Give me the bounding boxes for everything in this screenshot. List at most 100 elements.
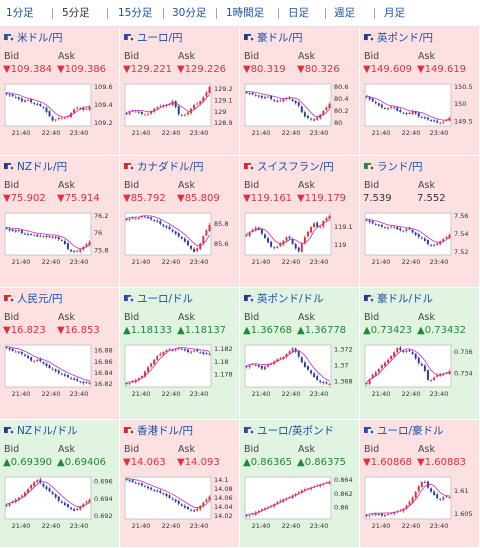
candlestick-chart[interactable]: 7.56 7.54 7.52 21:40 22:40 23:40 <box>363 209 477 269</box>
tab-3[interactable]: 30分足 <box>172 7 207 19</box>
candle-body <box>448 371 451 374</box>
candle-body <box>205 499 208 502</box>
currency-cell[interactable]: NZドル/ドル Bid Ask ▲0.69390 ▲0.69406 0.696 0.694 0… <box>0 420 120 548</box>
currency-cell[interactable]: ユーロ/円 Bid Ask ▼129.221 ▼129.226 129.2 129.1 129… <box>120 27 240 156</box>
pair-name[interactable]: NZドル/ドル <box>17 425 78 437</box>
pair-title[interactable]: ランド/円 <box>364 160 423 174</box>
bid-value: ▼149.609 <box>363 64 413 75</box>
pair-name[interactable]: 英ポンド/円 <box>377 32 434 44</box>
au-us-flag-icon <box>364 294 377 304</box>
ask-label: Ask <box>58 51 75 62</box>
pair-name[interactable]: 米ドル/円 <box>17 32 63 44</box>
candlestick-chart[interactable]: 0.736 0.734 21:40 22:40 23:40 <box>363 341 477 401</box>
candlestick-chart[interactable]: 0.696 0.694 0.692 21:40 22:40 23:40 <box>3 473 117 533</box>
pair-name[interactable]: ユーロ/ドル <box>137 293 194 305</box>
candlestick-chart[interactable]: 109.6 109.4 109.2 21:40 22:40 23:40 <box>3 80 117 140</box>
x-time-label: 22:40 <box>282 258 301 266</box>
candle-body <box>33 102 36 104</box>
currency-cell[interactable]: NZドル/円 Bid Ask ▼75.902 ▼75.914 76.2 76 75.8 21:4… <box>0 156 120 288</box>
x-time-label: 21:40 <box>12 390 31 398</box>
currency-cell[interactable]: 豪ドル/円 Bid Ask ▼80.319 ▼80.326 80.6 80.4 80.2 80 2… <box>240 27 360 156</box>
ask-value: ▼1.60883 <box>417 457 467 468</box>
pair-name[interactable]: 英ポンド/ドル <box>257 293 324 305</box>
candle-body <box>371 374 374 379</box>
pair-name[interactable]: 豪ドル/ドル <box>377 293 434 305</box>
currency-cell[interactable]: 豪ドル/ドル Bid Ask ▲0.73423 ▲0.73432 0.736 0.734 21… <box>360 288 480 420</box>
pair-name[interactable]: ユーロ/英ポンド <box>257 425 335 437</box>
currency-cell[interactable]: 英ポンド/ドル Bid Ask ▲1.36768 ▲1.36778 1.372 1.37 1.… <box>240 288 360 420</box>
pair-title[interactable]: NZドル/円 <box>4 160 67 174</box>
pair-title[interactable]: 豪ドル/ドル <box>364 292 433 306</box>
pair-title[interactable]: カナダドル/円 <box>124 160 204 174</box>
candlestick-chart[interactable]: 76.2 76 75.8 21:40 22:40 23:40 <box>3 209 117 269</box>
y-tick-label: 128.9 <box>214 119 233 127</box>
tab-2[interactable]: 15分足 <box>118 7 153 19</box>
pair-name[interactable]: ユーロ/円 <box>137 32 183 44</box>
pair-title[interactable]: 香港ドル/円 <box>124 424 193 438</box>
candle-body <box>33 234 36 236</box>
currency-cell[interactable]: 香港ドル/円 Bid Ask ▼14.063 ▼14.093 14.1 14.08 14.06… <box>120 420 240 548</box>
candle-body <box>27 489 30 493</box>
pair-title[interactable]: ユーロ/円 <box>124 31 183 45</box>
pair-title[interactable]: スイスフラン/円 <box>244 160 334 174</box>
candle-body <box>125 218 128 220</box>
candlestick-chart[interactable]: 1.372 1.37 1.368 21:40 22:40 23:40 <box>243 341 357 401</box>
currency-cell[interactable]: ランド/円 Bid Ask 7.539 7.552 7.56 7.54 7.52 21:40 22… <box>360 156 480 288</box>
pair-name[interactable]: カナダドル/円 <box>137 161 204 173</box>
currency-cell[interactable]: 英ポンド/円 Bid Ask ▼149.609 ▼149.619 150.5 150 149.… <box>360 27 480 156</box>
pair-title[interactable]: 英ポンド/円 <box>364 31 433 45</box>
pair-title[interactable]: ユーロ/英ポンド <box>244 424 334 438</box>
tab-7[interactable]: 月足 <box>384 7 405 19</box>
x-time-label: 23:40 <box>430 129 449 137</box>
candlestick-chart[interactable]: 150.5 150 149.5 21:40 22:40 23:40 <box>363 80 477 140</box>
candle-body <box>159 490 162 493</box>
tab-4[interactable]: 1時間足 <box>226 7 265 19</box>
y-tick-label: 14.08 <box>214 485 233 493</box>
currency-cell[interactable]: スイスフラン/円 Bid Ask ▼119.161 ▼119.179 119.1 119 21… <box>240 156 360 288</box>
candle-body <box>387 227 390 229</box>
pair-name[interactable]: 人民元/円 <box>17 293 63 305</box>
pair-name[interactable]: NZドル/円 <box>17 161 68 173</box>
candle-body <box>208 496 211 501</box>
pair-name[interactable]: 香港ドル/円 <box>137 425 194 437</box>
pair-title[interactable]: 豪ドル/円 <box>244 31 303 45</box>
candlestick-chart[interactable]: 16.88 16.86 16.84 16.82 21:40 22:40 23:40 <box>3 341 117 401</box>
pair-name[interactable]: ユーロ/豪ドル <box>377 425 444 437</box>
pair-name[interactable]: ランド/円 <box>377 161 423 173</box>
candle-body <box>325 107 328 111</box>
candle-body <box>433 377 436 381</box>
tab-1[interactable]: 5分足 <box>62 7 90 19</box>
pair-title[interactable]: ユーロ/ドル <box>124 292 193 306</box>
pair-name[interactable]: スイスフラン/円 <box>257 161 334 173</box>
candlestick-chart[interactable]: 1.61 1.605 21:40 22:40 23:40 <box>363 473 477 533</box>
pair-title[interactable]: NZドル/ドル <box>4 424 78 438</box>
candlestick-chart[interactable]: 0.864 0.862 0.86 21:40 22:40 23:40 <box>243 473 357 533</box>
tab-6[interactable]: 週足 <box>334 7 355 19</box>
pair-title[interactable]: 米ドル/円 <box>4 31 63 45</box>
y-tick-label: 7.52 <box>454 248 468 256</box>
tab-5[interactable]: 日足 <box>288 7 309 19</box>
candlestick-chart[interactable]: 129.2 129.1 129 128.9 21:40 22:40 23:40 <box>123 80 237 140</box>
x-time-label: 21:40 <box>132 390 151 398</box>
currency-cell[interactable]: ユーロ/豪ドル Bid Ask ▼1.60868 ▼1.60883 1.61 1.605 21… <box>360 420 480 548</box>
candle-body <box>420 363 423 366</box>
pair-title[interactable]: ユーロ/豪ドル <box>364 424 444 438</box>
currency-cell[interactable]: ユーロ/ドル Bid Ask ▲1.18133 ▲1.18137 1.182 1.18 1.1… <box>120 288 240 420</box>
pair-title[interactable]: 人民元/円 <box>4 292 63 306</box>
currency-cell[interactable]: 米ドル/円 Bid Ask ▼109.384 ▼109.386 109.6 109.4 109… <box>0 27 120 156</box>
candlestick-chart[interactable]: 80.6 80.4 80.2 80 21:40 22:40 23:40 <box>243 80 357 140</box>
currency-cell[interactable]: 人民元/円 Bid Ask ▼16.823 ▼16.853 16.88 16.86 16.84… <box>0 288 120 420</box>
pair-title[interactable]: 英ポンド/ドル <box>244 292 324 306</box>
candle-body <box>383 227 386 229</box>
candlestick-chart[interactable]: 119.1 119 21:40 22:40 23:40 <box>243 209 357 269</box>
candle-body <box>251 364 254 366</box>
candle-body <box>270 241 273 247</box>
bid-label: Bid <box>124 51 140 62</box>
candlestick-chart[interactable]: 85.8 85.6 21:40 22:40 23:40 <box>123 209 237 269</box>
currency-cell[interactable]: ユーロ/英ポンド Bid Ask ▲0.86365 ▲0.86375 0.864 0.862… <box>240 420 360 548</box>
pair-name[interactable]: 豪ドル/円 <box>257 32 303 44</box>
candlestick-chart[interactable]: 1.182 1.18 1.178 21:40 22:40 23:40 <box>123 341 237 401</box>
tab-0[interactable]: 1分足 <box>6 7 34 19</box>
currency-cell[interactable]: カナダドル/円 Bid Ask ▼85.792 ▼85.809 85.8 85.6 21:40… <box>120 156 240 288</box>
